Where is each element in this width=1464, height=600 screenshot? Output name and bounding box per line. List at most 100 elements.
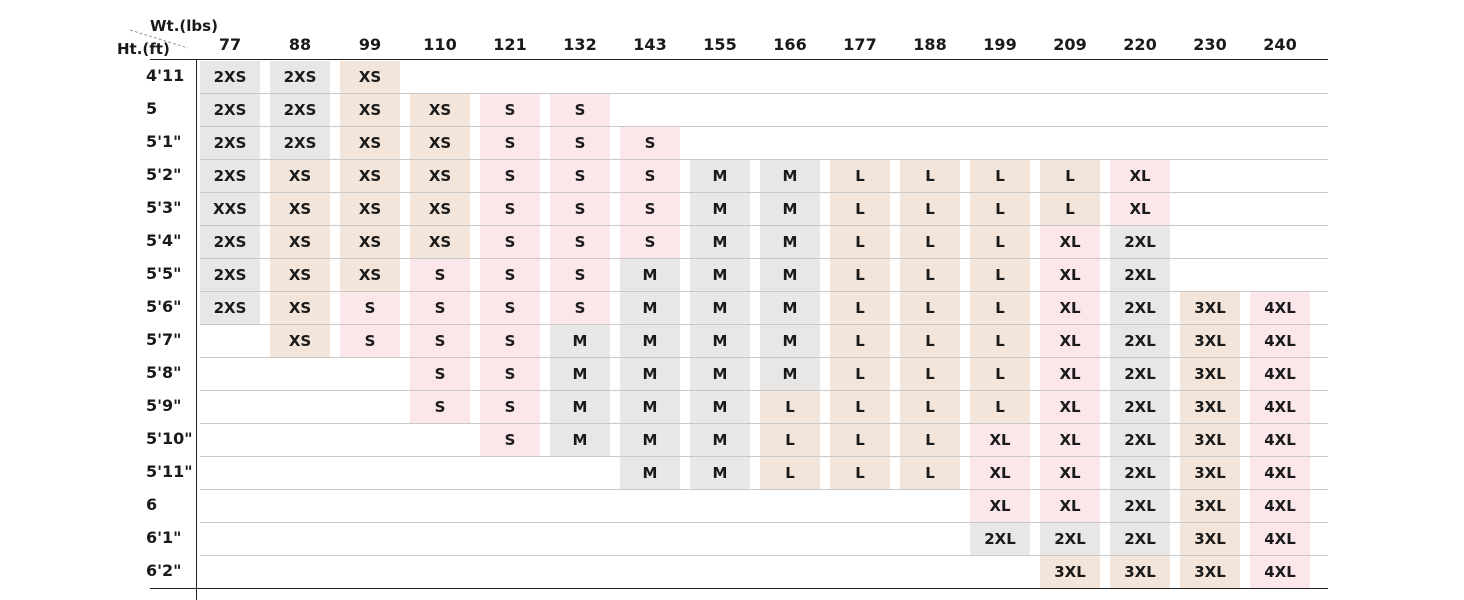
row-header: 5'11" bbox=[146, 462, 193, 481]
size-cell: L bbox=[1040, 160, 1100, 192]
row-header: 5'2" bbox=[146, 165, 182, 184]
column-header: 88 bbox=[288, 35, 312, 54]
column-header: 230 bbox=[1193, 35, 1227, 54]
size-cell: 3XL bbox=[1040, 556, 1100, 588]
row-divider bbox=[200, 258, 1328, 259]
size-cell: L bbox=[760, 424, 820, 456]
size-cell: 2XS bbox=[200, 61, 260, 93]
row-header: 5'1" bbox=[146, 132, 182, 151]
column-header: 155 bbox=[703, 35, 737, 54]
size-cell: S bbox=[480, 424, 540, 456]
size-cell: XS bbox=[410, 94, 470, 126]
size-cell: 3XL bbox=[1180, 556, 1240, 588]
size-cell: XS bbox=[270, 193, 330, 225]
row-header: 5'6" bbox=[146, 297, 182, 316]
row-divider bbox=[200, 159, 1328, 160]
size-cell: S bbox=[550, 160, 610, 192]
column-header: 209 bbox=[1053, 35, 1087, 54]
size-cell: M bbox=[690, 226, 750, 258]
size-cell: M bbox=[690, 424, 750, 456]
size-cell: M bbox=[760, 325, 820, 357]
size-cell: L bbox=[830, 358, 890, 390]
size-cell: 2XS bbox=[200, 226, 260, 258]
size-cell: M bbox=[690, 325, 750, 357]
weight-axis-label: Wt.(lbs) bbox=[150, 17, 218, 35]
column-header: 110 bbox=[423, 35, 457, 54]
size-cell: 4XL bbox=[1250, 424, 1310, 456]
row-divider bbox=[200, 291, 1328, 292]
size-cell: M bbox=[760, 226, 820, 258]
size-cell: XL bbox=[970, 490, 1030, 522]
size-cell: 4XL bbox=[1250, 391, 1310, 423]
size-cell: M bbox=[620, 292, 680, 324]
row-axis-rule bbox=[196, 60, 197, 600]
size-cell: S bbox=[620, 226, 680, 258]
size-cell: S bbox=[410, 259, 470, 291]
size-cell: M bbox=[760, 193, 820, 225]
row-divider bbox=[200, 357, 1328, 358]
size-cell: 2XL bbox=[1110, 292, 1170, 324]
size-cell: XS bbox=[340, 94, 400, 126]
size-cell: S bbox=[550, 94, 610, 126]
size-cell: M bbox=[690, 457, 750, 489]
size-cell: 4XL bbox=[1250, 523, 1310, 555]
size-cell: M bbox=[690, 259, 750, 291]
row-divider bbox=[200, 522, 1328, 523]
column-header: 188 bbox=[913, 35, 947, 54]
row-divider bbox=[200, 456, 1328, 457]
size-cell: M bbox=[620, 424, 680, 456]
size-cell: S bbox=[480, 193, 540, 225]
size-cell: XL bbox=[970, 424, 1030, 456]
size-cell: M bbox=[690, 358, 750, 390]
size-cell: XS bbox=[340, 193, 400, 225]
column-header: 177 bbox=[843, 35, 877, 54]
size-cell: M bbox=[620, 391, 680, 423]
row-header: 6'1" bbox=[146, 528, 182, 547]
row-header: 5'5" bbox=[146, 264, 182, 283]
row-divider bbox=[200, 192, 1328, 193]
size-cell: 3XL bbox=[1180, 292, 1240, 324]
height-axis-label: Ht.(ft) bbox=[117, 40, 170, 58]
size-cell: L bbox=[970, 259, 1030, 291]
size-cell: 2XL bbox=[970, 523, 1030, 555]
size-cell: L bbox=[900, 160, 960, 192]
size-cell: S bbox=[480, 226, 540, 258]
size-cell: L bbox=[900, 391, 960, 423]
size-cell: XL bbox=[1040, 292, 1100, 324]
size-cell: 2XS bbox=[200, 292, 260, 324]
size-cell: L bbox=[970, 226, 1030, 258]
size-cell: L bbox=[830, 457, 890, 489]
size-cell: M bbox=[620, 259, 680, 291]
size-cell: S bbox=[410, 325, 470, 357]
row-header: 6'2" bbox=[146, 561, 182, 580]
row-header: 4'11 bbox=[146, 66, 185, 85]
row-divider bbox=[200, 93, 1328, 94]
size-cell: XXS bbox=[200, 193, 260, 225]
size-cell: S bbox=[410, 358, 470, 390]
column-header: 121 bbox=[493, 35, 527, 54]
size-cell: S bbox=[480, 325, 540, 357]
size-cell: M bbox=[620, 358, 680, 390]
size-cell: M bbox=[550, 391, 610, 423]
size-cell: S bbox=[620, 127, 680, 159]
size-cell: M bbox=[550, 358, 610, 390]
row-header: 5'3" bbox=[146, 198, 182, 217]
size-cell: S bbox=[480, 391, 540, 423]
size-cell: L bbox=[970, 160, 1030, 192]
column-header: 99 bbox=[358, 35, 382, 54]
size-cell: 3XL bbox=[1180, 325, 1240, 357]
size-cell: 2XL bbox=[1110, 523, 1170, 555]
row-header: 5'4" bbox=[146, 231, 182, 250]
size-cell: XS bbox=[410, 160, 470, 192]
size-cell: XS bbox=[340, 259, 400, 291]
size-cell: S bbox=[480, 160, 540, 192]
column-header: 143 bbox=[633, 35, 667, 54]
size-cell: XS bbox=[340, 226, 400, 258]
size-cell: XS bbox=[340, 127, 400, 159]
size-cell: 2XS bbox=[200, 160, 260, 192]
header-rule bbox=[150, 59, 1328, 60]
size-cell: S bbox=[550, 127, 610, 159]
size-cell: XL bbox=[1040, 424, 1100, 456]
size-cell: L bbox=[830, 193, 890, 225]
size-cell: XL bbox=[1110, 160, 1170, 192]
